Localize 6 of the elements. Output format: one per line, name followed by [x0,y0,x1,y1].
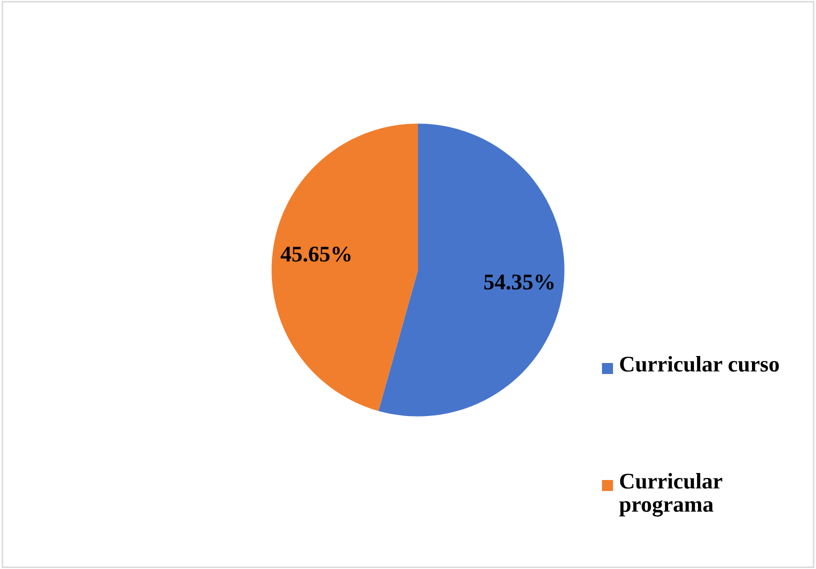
legend-label: Curricular curso [620,356,779,372]
pie-slice [272,124,418,411]
data-label: 54.35% [484,274,554,290]
pie-slice [378,124,564,416]
data-label: 45.65% [280,246,351,262]
legend-label: Curricular programa [619,473,722,517]
